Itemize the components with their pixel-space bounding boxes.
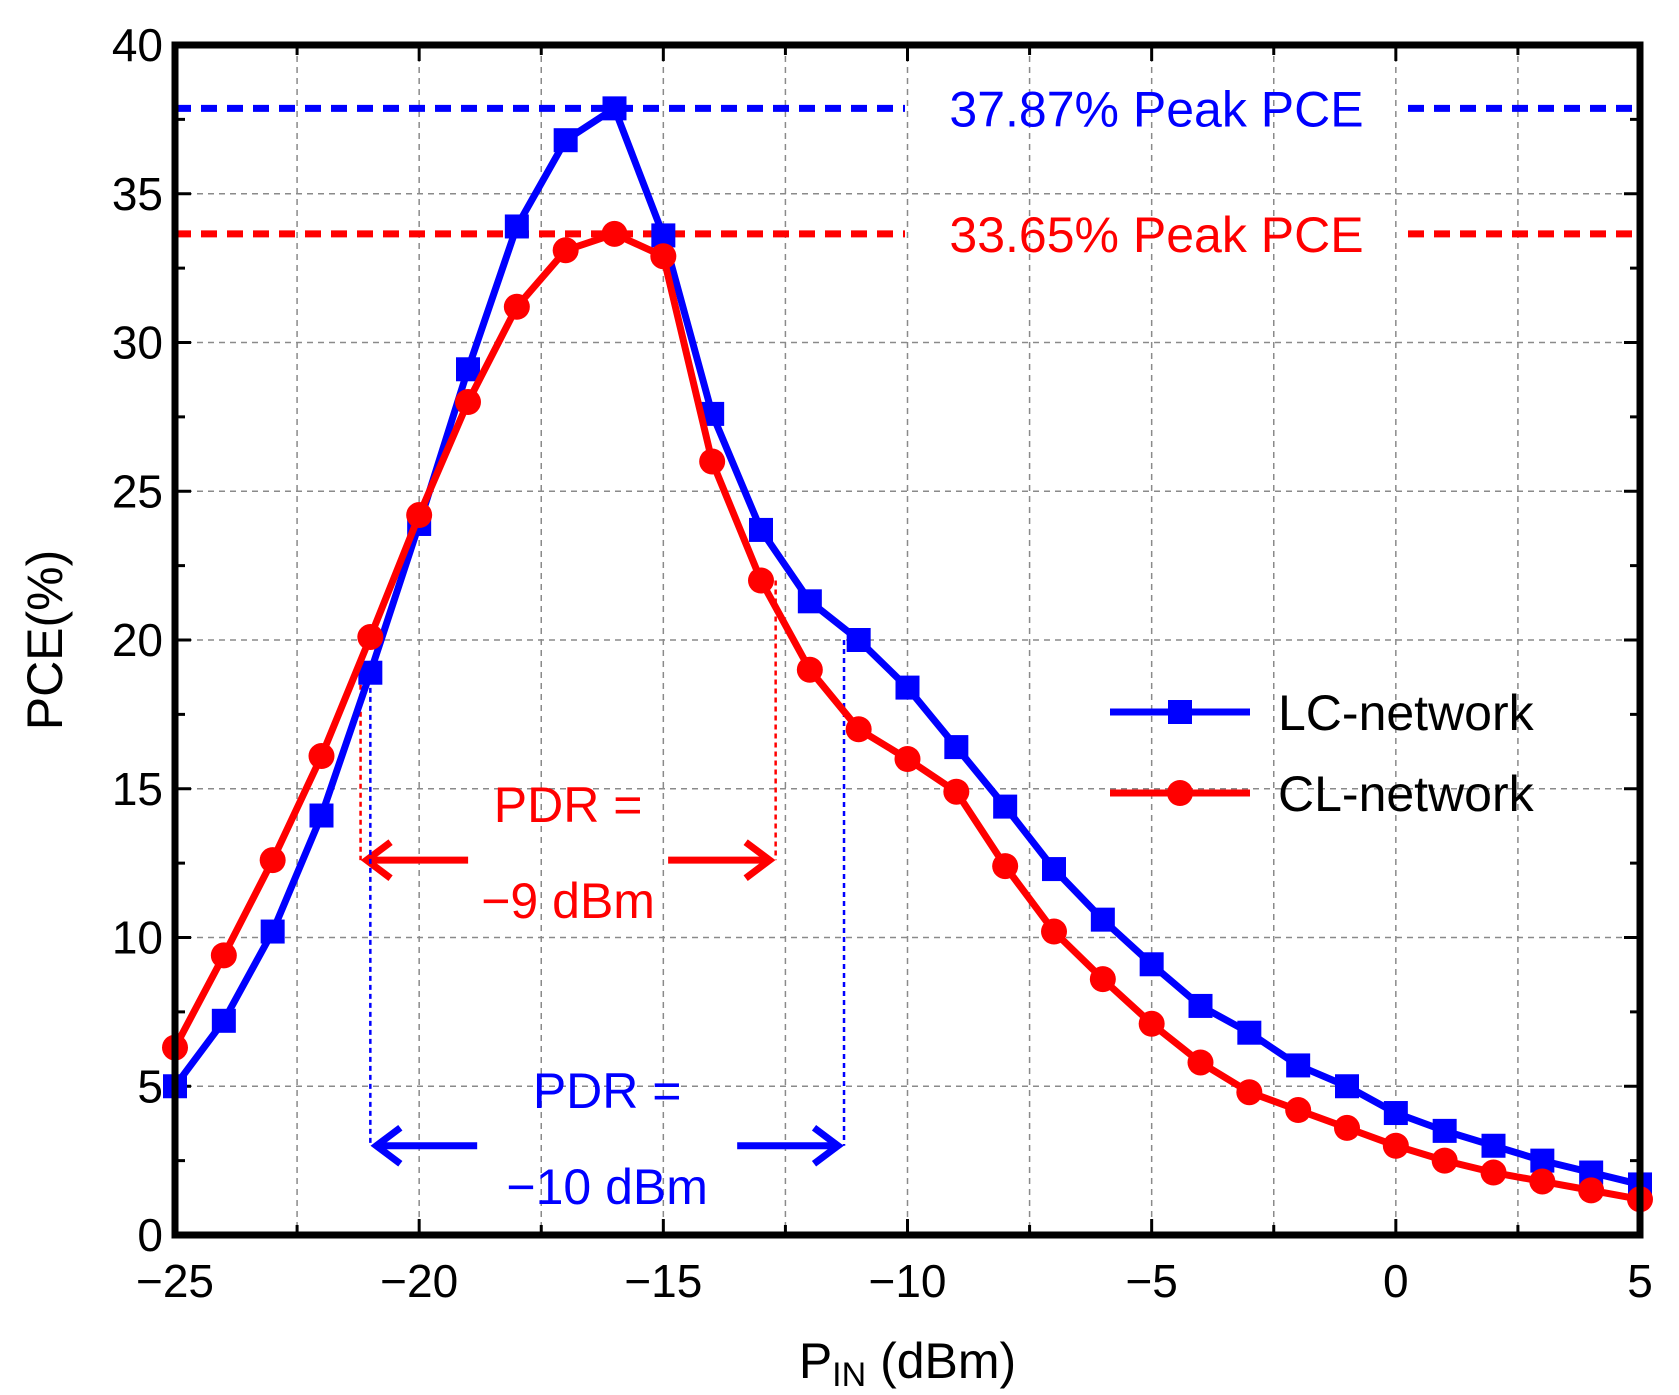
data-point-circle bbox=[796, 656, 823, 683]
peak-labels: 37.87% Peak PCE 33.65% Peak PCE bbox=[949, 81, 1363, 263]
data-point-square bbox=[1139, 952, 1164, 977]
data-point-circle bbox=[1138, 1010, 1165, 1037]
x-axis-title-unit: (dBm) bbox=[866, 1333, 1016, 1389]
data-point-circle bbox=[1236, 1079, 1263, 1106]
data-point-circle bbox=[1089, 966, 1116, 993]
pdr-arrowhead-right bbox=[811, 1124, 844, 1167]
x-tick-label: −20 bbox=[380, 1255, 458, 1307]
data-point-circle bbox=[1382, 1132, 1409, 1159]
y-tick-label: 35 bbox=[112, 168, 163, 220]
data-point-square bbox=[309, 803, 334, 828]
pdr-label-line2: −10 dBm bbox=[506, 1159, 708, 1215]
data-point-square bbox=[553, 128, 578, 153]
data-point-square bbox=[944, 735, 969, 760]
data-point-square bbox=[1383, 1101, 1408, 1126]
data-point-circle bbox=[1285, 1097, 1312, 1124]
x-tick-label: −15 bbox=[624, 1255, 702, 1307]
tick-labels: −25 −20 −15 −10 −5 0 5 0 5 10 15 20 25 30 35 40 bbox=[112, 19, 1653, 1307]
data-point-circle bbox=[1041, 918, 1067, 945]
data-point-square bbox=[456, 357, 480, 382]
data-point-circle bbox=[601, 220, 628, 247]
legend-label: LC-network bbox=[1278, 685, 1535, 741]
pdr-annotations: PDR = −9 dBm PDR = −10 dBm bbox=[359, 580, 846, 1215]
data-point-circle bbox=[357, 624, 384, 651]
y-tick-label: 15 bbox=[112, 763, 163, 815]
data-point-square bbox=[260, 919, 285, 944]
legend: LC-network CL-network bbox=[1110, 685, 1535, 822]
data-point-circle bbox=[699, 448, 726, 475]
data-point-circle bbox=[1529, 1168, 1556, 1195]
data-point-square bbox=[993, 794, 1018, 819]
data-point-square bbox=[1481, 1133, 1506, 1158]
peak-lines bbox=[175, 104, 1640, 238]
data-point-square bbox=[895, 675, 920, 700]
data-point-square bbox=[602, 96, 627, 121]
pdr-label-line1: PDR = bbox=[494, 777, 643, 833]
pdr-label-line2: −9 dBm bbox=[481, 873, 655, 929]
y-tick-label: 0 bbox=[137, 1209, 163, 1261]
data-point-circle bbox=[1334, 1114, 1360, 1141]
data-point-square bbox=[797, 589, 822, 614]
data-point-circle bbox=[503, 293, 530, 320]
y-tick-label: 5 bbox=[137, 1060, 163, 1112]
data-point-circle bbox=[455, 389, 481, 415]
data-point-circle bbox=[259, 847, 286, 874]
y-tick-label: 20 bbox=[112, 614, 163, 666]
data-point-square bbox=[504, 214, 529, 239]
x-axis-title-main: P bbox=[799, 1333, 832, 1389]
x-tick-label: −10 bbox=[868, 1255, 946, 1307]
data-point-square bbox=[1432, 1118, 1457, 1143]
data-point-circle bbox=[1578, 1177, 1605, 1204]
x-tick-label: −25 bbox=[136, 1255, 214, 1307]
y-tick-label: 40 bbox=[112, 19, 163, 71]
plot-frame bbox=[171, 41, 1644, 1239]
data-point-square bbox=[211, 1008, 236, 1033]
data-series bbox=[162, 96, 1653, 1213]
data-point-circle bbox=[1187, 1049, 1214, 1076]
y-axis-title: PCE(%) bbox=[17, 550, 73, 731]
data-point-square bbox=[749, 517, 773, 542]
data-point-circle bbox=[210, 942, 237, 969]
pdr-arrowhead-left bbox=[370, 1124, 403, 1167]
y-tick-label: 30 bbox=[112, 317, 163, 369]
x-axis-title: PIN (dBm) bbox=[799, 1333, 1016, 1394]
data-point-circle bbox=[650, 243, 677, 270]
data-point-square bbox=[1042, 857, 1066, 882]
data-point-circle bbox=[406, 502, 433, 529]
y-tick-label: 25 bbox=[112, 465, 163, 517]
x-tick-label: 0 bbox=[1383, 1255, 1409, 1307]
data-point-circle bbox=[943, 778, 970, 805]
data-point-circle bbox=[308, 743, 335, 770]
data-point-circle bbox=[1431, 1147, 1458, 1174]
legend-marker-square bbox=[1168, 700, 1192, 724]
data-point-circle bbox=[1480, 1159, 1507, 1186]
grid-lines bbox=[174, 44, 1641, 1236]
pdr-label-line1: PDR = bbox=[533, 1063, 682, 1119]
legend-marker-circle bbox=[1167, 780, 1193, 806]
data-point-square bbox=[1188, 993, 1213, 1018]
data-point-circle bbox=[845, 716, 872, 743]
data-point-square bbox=[1237, 1020, 1262, 1045]
legend-label: CL-network bbox=[1278, 766, 1535, 822]
peak-label: 37.87% Peak PCE bbox=[949, 81, 1363, 137]
data-point-circle bbox=[894, 746, 921, 772]
data-point-square bbox=[1335, 1074, 1359, 1099]
peak-label: 33.65% Peak PCE bbox=[949, 207, 1363, 263]
pdr-arrowhead-left bbox=[360, 839, 393, 881]
pdr-arrowhead-right bbox=[743, 839, 776, 881]
data-point-square bbox=[1090, 907, 1115, 932]
data-point-square bbox=[846, 628, 871, 652]
data-point-circle bbox=[748, 567, 774, 594]
x-tick-label: 5 bbox=[1627, 1255, 1653, 1307]
data-point-circle bbox=[552, 237, 579, 264]
x-tick-label: −5 bbox=[1125, 1255, 1177, 1307]
x-axis-title-subscript: IN bbox=[832, 1356, 866, 1394]
data-point-square bbox=[1286, 1053, 1311, 1078]
y-tick-label: 10 bbox=[112, 912, 163, 964]
data-point-circle bbox=[992, 853, 1019, 880]
